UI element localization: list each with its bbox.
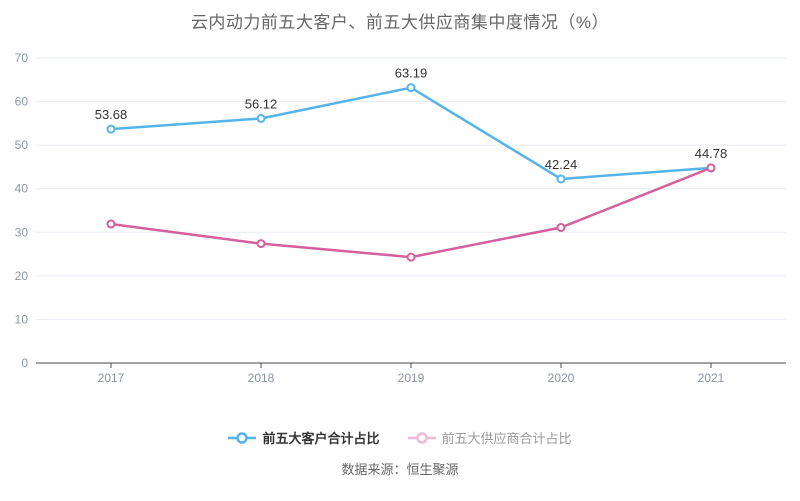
y-axis-tick-label: 50 — [15, 138, 29, 152]
data-point[interactable] — [706, 163, 716, 173]
data-point[interactable] — [106, 219, 116, 229]
legend-item-customers[interactable]: 前五大客户合计占比 — [228, 428, 380, 447]
y-axis-tick-label: 70 — [15, 51, 29, 65]
data-point-label: 44.78 — [695, 146, 728, 161]
series-line — [109, 166, 713, 259]
data-point[interactable] — [406, 252, 416, 262]
legend-item-suppliers[interactable]: 前五大供应商合计占比 — [407, 428, 572, 447]
x-axis-tick-label: 2020 — [548, 371, 575, 385]
plot-area: 0 10 20 30 40 50 60 70 2017 2018 2019 2020 2021 53.68… — [15, 51, 786, 385]
data-point-label: 63.19 — [395, 66, 428, 81]
x-axis-tick-label: 2019 — [398, 371, 425, 385]
data-point-label: 53.68 — [95, 107, 128, 122]
data-point[interactable] — [556, 174, 566, 184]
line-marker-icon — [228, 431, 257, 444]
y-axis-tick-label: 30 — [15, 225, 29, 239]
data-point[interactable] — [106, 124, 116, 134]
data-point[interactable] — [556, 222, 566, 232]
legend-label-customers: 前五大客户合计占比 — [262, 431, 380, 446]
x-axis-tick-label: 2021 — [698, 371, 725, 385]
legend: 前五大客户合计占比 前五大供应商合计占比 — [0, 428, 800, 447]
data-point-label: 42.24 — [545, 157, 578, 172]
data-point[interactable] — [256, 239, 266, 249]
y-axis-tick-label: 0 — [21, 356, 28, 370]
chart-title: 云内动力前五大客户、前五大供应商集中度情况（%） — [190, 13, 610, 32]
x-axis-tick-label: 2017 — [98, 371, 125, 385]
y-axis-tick-label: 10 — [15, 312, 29, 326]
line-marker-icon — [407, 431, 436, 444]
data-source-text: 数据来源：恒生聚源 — [341, 462, 459, 477]
y-axis-tick-label: 20 — [15, 269, 29, 283]
x-axis-tick-label: 2018 — [248, 371, 275, 385]
data-point-label: 56.12 — [245, 96, 278, 111]
y-axis-tick-label: 40 — [15, 182, 29, 196]
legend-label-suppliers: 前五大供应商合计占比 — [441, 431, 572, 446]
data-point[interactable] — [406, 83, 416, 93]
data-point[interactable] — [256, 113, 266, 123]
y-axis-tick-label: 60 — [15, 95, 29, 109]
